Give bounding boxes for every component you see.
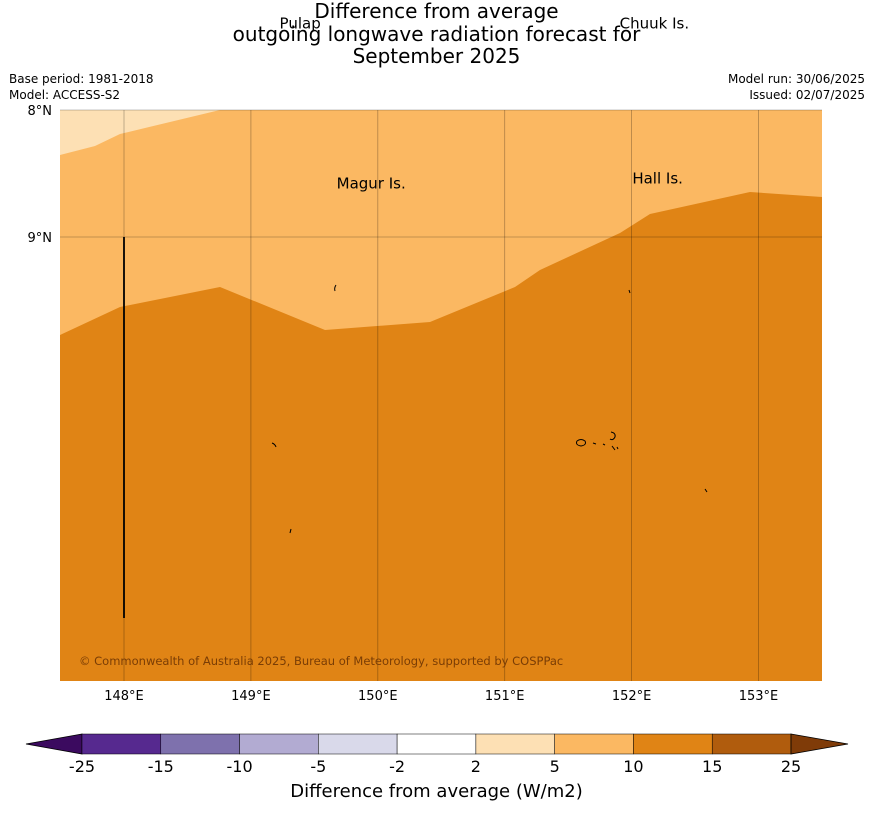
place-label: Hall Is. <box>632 169 683 187</box>
colorbar-box <box>396 733 477 755</box>
graticule <box>60 109 822 681</box>
colorbar-tick-label: 15 <box>702 757 722 776</box>
colorbar-tick-label: -2 <box>389 757 405 776</box>
lon-tick-label: 149°E <box>231 689 271 704</box>
colorbar-extend-high <box>790 733 849 755</box>
colorbar-box <box>633 733 713 755</box>
lat-tick-label: 9°N <box>28 231 53 246</box>
lon-tick-label: 153°E <box>739 689 779 704</box>
colorbar-tick-label: 2 <box>471 757 481 776</box>
island-mortlock <box>704 488 708 493</box>
lon-tick-label: 150°E <box>358 689 398 704</box>
region-5-10 <box>60 110 822 335</box>
lon-tick-label: 151°E <box>485 689 525 704</box>
title-line-3: September 2025 <box>352 44 521 68</box>
colorbar-boxes <box>81 733 792 755</box>
island-chuuk-lagoon <box>576 431 619 451</box>
region-2-5 <box>60 110 220 155</box>
island-pulusuk <box>289 528 292 534</box>
colorbar-title: Difference from average (W/m2) <box>290 781 583 802</box>
map-plot-area <box>60 110 822 681</box>
latitude-labels: 9°N8°N7°N6°N <box>28 104 53 246</box>
colorbar-tick-label: -10 <box>226 757 252 776</box>
lon-tick-label: 148°E <box>104 689 144 704</box>
model-run: Model run: 30/06/2025 <box>727 72 865 86</box>
chart-title: Difference from average outgoing longwav… <box>0 0 873 68</box>
colorbar-tick-labels: -25 -15 -10 -5 -2 2 5 10 15 25 <box>69 757 801 776</box>
colorbar-tick-label: 5 <box>550 757 560 776</box>
lon-tick-label: 152°E <box>612 689 652 704</box>
island-pulap <box>271 442 277 448</box>
place-label: Magur Is. <box>337 174 406 192</box>
lat-tick-label: 8°N <box>28 104 53 119</box>
issued-date: Issued: 02/07/2025 <box>749 88 865 102</box>
island-magur <box>334 284 337 292</box>
colorbar-box <box>475 733 555 755</box>
map: © Commonwealth of Australia 2025, Bureau… <box>28 14 822 704</box>
colorbar-box <box>711 733 792 755</box>
meta-right: Model run: 30/06/2025 Issued: 02/07/2025 <box>728 71 865 103</box>
colorbar-box <box>239 733 319 755</box>
colorbar-tick-label: -5 <box>310 757 326 776</box>
place-label: Chuuk Is. <box>620 14 689 32</box>
colorbar-tick-label: -25 <box>69 757 95 776</box>
colorbar: -25 -15 -10 -5 -2 2 5 10 15 25 <box>25 733 849 776</box>
colorbar-box <box>160 733 240 755</box>
meta-left: Base period: 1981-2018 Model: ACCESS-S2 <box>9 71 154 103</box>
colorbar-tick-label: 10 <box>623 757 643 776</box>
colorbar-tick-label: -15 <box>148 757 174 776</box>
island-outlines <box>271 284 708 534</box>
base-period: Base period: 1981-2018 <box>9 72 154 86</box>
island-hall <box>628 289 631 294</box>
colorbar-box <box>81 733 162 755</box>
colorbar-extend-low <box>25 733 83 755</box>
title-line-2: outgoing longwave radiation forecast for <box>232 21 641 46</box>
place-label: Pulap <box>280 14 321 32</box>
copyright-note: © Commonwealth of Australia 2025, Bureau… <box>79 654 563 668</box>
colorbar-box <box>318 733 398 755</box>
colorbar-box <box>554 733 634 755</box>
longitude-labels: 148°E 149°E 150°E 151°E 152°E 153°E <box>104 689 778 704</box>
title-line-1: Difference from average <box>314 0 559 23</box>
colorbar-tick-label: 25 <box>781 757 801 776</box>
model-name: Model: ACCESS-S2 <box>9 88 121 102</box>
